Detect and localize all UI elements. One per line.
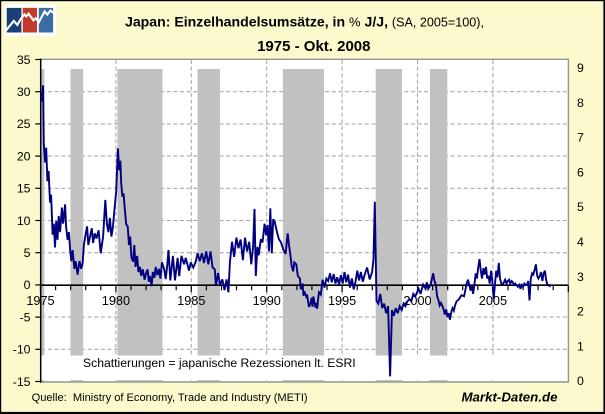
svg-text:1980: 1980 (102, 294, 130, 308)
svg-text:1975: 1975 (26, 294, 54, 308)
svg-text:Markt-Daten.de: Markt-Daten.de (461, 390, 558, 405)
svg-text:Quelle: Ministry of Economy,: Quelle: Ministry of Economy, Trade and I… (32, 392, 308, 404)
svg-text:2000: 2000 (403, 294, 431, 308)
svg-text:5: 5 (24, 246, 31, 260)
svg-text:2: 2 (577, 305, 584, 319)
svg-text:-10: -10 (13, 343, 31, 357)
svg-text:25: 25 (17, 117, 31, 131)
svg-text:0: 0 (24, 278, 31, 292)
svg-text:3: 3 (577, 270, 584, 284)
svg-text:1995: 1995 (328, 294, 356, 308)
svg-text:30: 30 (17, 85, 31, 99)
svg-text:7: 7 (577, 131, 584, 145)
svg-text:6: 6 (577, 165, 584, 179)
svg-text:Schattierungen = japanische Re: Schattierungen = japanische Rezessionen … (83, 356, 356, 370)
svg-text:-15: -15 (13, 375, 31, 389)
svg-text:15: 15 (17, 182, 31, 196)
svg-text:8: 8 (577, 96, 584, 110)
svg-text:1985: 1985 (177, 294, 205, 308)
svg-text:-5: -5 (20, 310, 31, 324)
svg-text:1990: 1990 (253, 294, 281, 308)
svg-text:9: 9 (577, 61, 584, 75)
svg-text:20: 20 (17, 149, 31, 163)
svg-text:4: 4 (577, 235, 584, 249)
svg-text:10: 10 (17, 214, 31, 228)
svg-text:1975 - Okt. 2008: 1975 - Okt. 2008 (257, 38, 370, 55)
svg-text:2005: 2005 (479, 294, 507, 308)
svg-text:1: 1 (577, 339, 584, 353)
svg-text:Japan: Einzelhandelsumsätze, i: Japan: Einzelhandelsumsätze, in % J/J, (… (125, 14, 484, 30)
svg-text:35: 35 (17, 53, 31, 67)
svg-text:0: 0 (577, 374, 584, 388)
svg-text:5: 5 (577, 200, 584, 214)
